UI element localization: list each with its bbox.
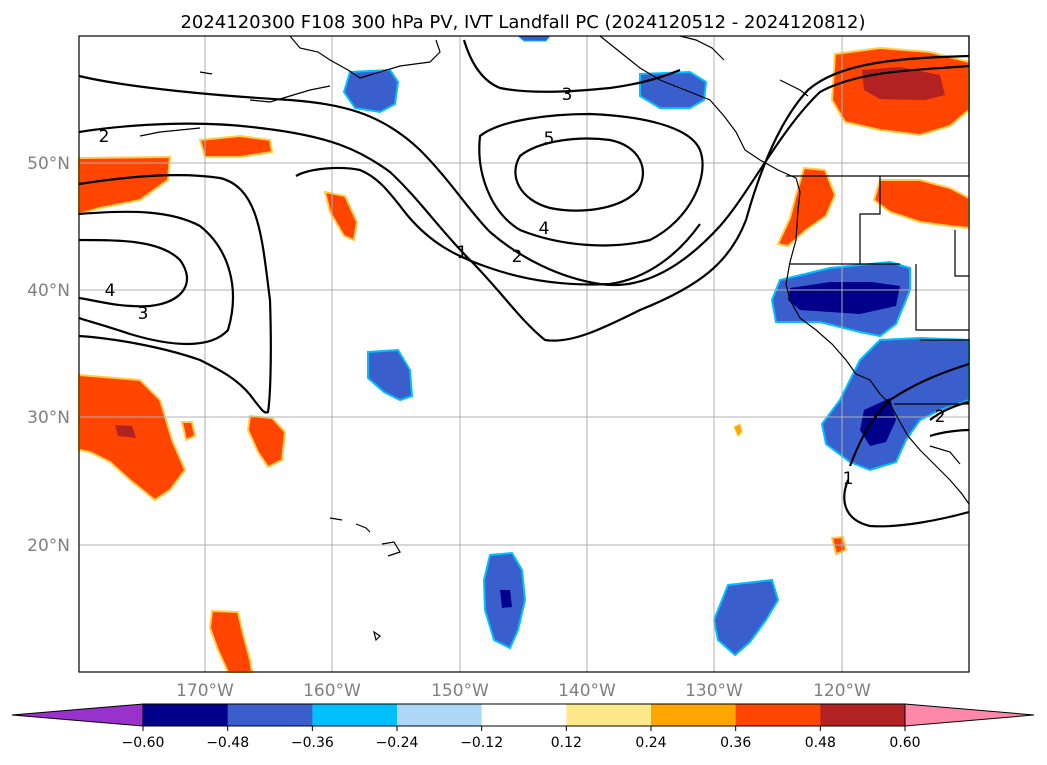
lat-label: 40°N [27, 281, 70, 301]
map-area: 2 4 3 1 2 4 5 3 1 2 [78, 35, 970, 673]
contour-label: 4 [539, 219, 550, 239]
lon-label: 160°W [303, 681, 361, 701]
lon-label: 150°W [431, 681, 489, 701]
colorbar-tick-label: 0.24 [635, 735, 666, 751]
colorbar-segment [651, 704, 737, 726]
colorbar-tick-label: 0.12 [551, 735, 582, 751]
contour-label: 2 [512, 247, 523, 267]
contour-label: 3 [138, 304, 149, 324]
lon-label: 140°W [558, 681, 616, 701]
contour-label: 2 [935, 407, 946, 427]
lat-label: 50°N [27, 154, 70, 174]
colorbar-tick-label: −0.12 [460, 735, 503, 751]
lat-label: 30°N [27, 408, 70, 428]
contour-label: 3 [562, 85, 573, 105]
colorbar-segment [397, 704, 483, 726]
lon-label: 170°W [176, 681, 234, 701]
colorbar-outline [142, 703, 906, 727]
colorbar-tick-label: 0.36 [720, 735, 751, 751]
colorbar-tick-label: −0.48 [206, 735, 249, 751]
graticule [79, 36, 969, 672]
figure-title: 2024120300 F108 300 hPa PV, IVT Landfall… [180, 12, 865, 33]
lon-label: 130°W [685, 681, 743, 701]
colorbar-segment [566, 704, 652, 726]
colorbar-tick-label: 0.60 [889, 735, 920, 751]
colorbar-extend-low [11, 703, 144, 727]
contour-label: 2 [99, 127, 110, 147]
contour-label: 4 [105, 281, 116, 301]
colorbar-tick-label: 0.48 [805, 735, 836, 751]
colorbar-tick-label: −0.36 [291, 735, 334, 751]
contour-label: 1 [843, 469, 854, 489]
colorbar-segment [143, 704, 229, 726]
latitude-labels: 50°N 40°N 30°N 20°N [27, 154, 70, 556]
pv-contours [78, 39, 970, 528]
colorbar-segment [227, 704, 313, 726]
colorbar-segment [481, 704, 567, 726]
positive-anomaly-regions [78, 46, 970, 673]
colorbar-tick-label: −0.24 [376, 735, 419, 751]
colorbar: −0.60 −0.48 −0.36 −0.24 −0.12 0.12 0.24 0.36 0.4… [11, 703, 1035, 751]
colorbar-segment [312, 704, 398, 726]
colorbar-segment [820, 704, 906, 726]
contour-label: 5 [544, 129, 555, 149]
map-frame [78, 35, 970, 673]
contour-label: 1 [457, 243, 468, 263]
colorbar-tick-label: −0.60 [122, 735, 165, 751]
contour-labels: 2 4 3 1 2 4 5 3 1 2 [99, 85, 946, 489]
longitude-labels: 170°W 160°W 150°W 140°W 130°W 120°W [176, 681, 871, 701]
colorbar-segment [735, 704, 821, 726]
lat-label: 20°N [27, 536, 70, 556]
colorbar-extend-high [904, 703, 1035, 727]
lon-label: 120°W [813, 681, 871, 701]
